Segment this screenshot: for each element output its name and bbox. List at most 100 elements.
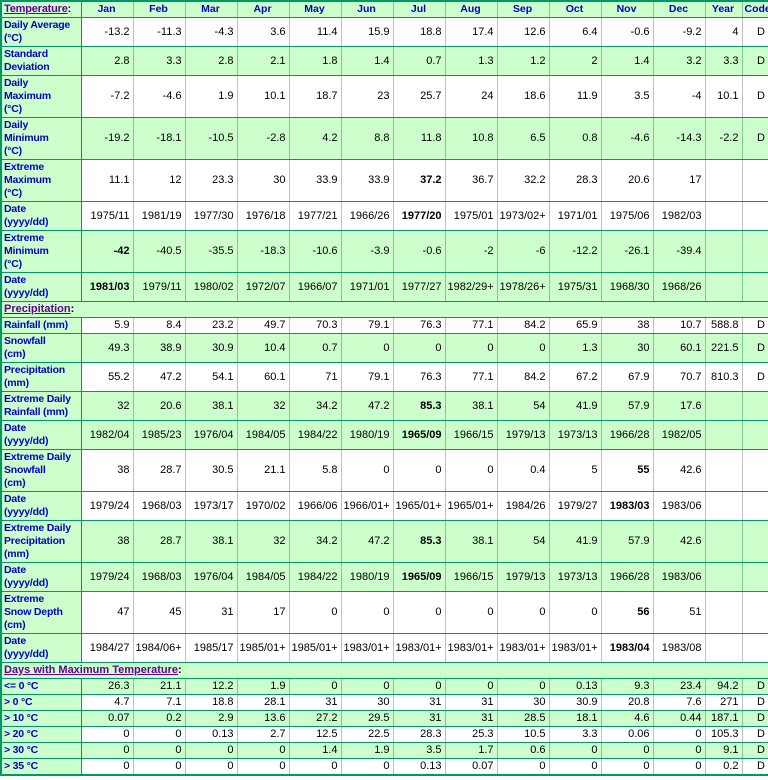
data-cell: 0 (444, 333, 497, 363)
data-cell: 5.8 (288, 449, 341, 492)
days-with-maximum-temperature-section-link[interactable]: Days with Maximum Temperature (4, 664, 179, 676)
data-cell: 0 (496, 591, 549, 634)
data-cell: 1966/06 (288, 491, 341, 521)
code-cell (741, 272, 768, 302)
data-cell: 1985/23 (132, 420, 185, 450)
data-cell: 1965/01+ (444, 491, 497, 521)
data-cell: 0.4 (496, 449, 549, 492)
data-cell: 28.7 (132, 520, 185, 563)
data-cell: 47 (81, 591, 133, 634)
data-cell: 20.8 (600, 694, 653, 711)
data-cell: 1972/07 (236, 272, 289, 302)
data-cell: 1983/01+ (444, 633, 497, 663)
section-colon: : (178, 664, 182, 676)
temperature-section-link[interactable]: Temperature (4, 3, 68, 15)
year-cell (704, 272, 742, 302)
data-cell: 30.9 (548, 694, 601, 711)
data-cell: -3.9 (340, 230, 393, 273)
code-cell: D (741, 17, 768, 47)
data-cell: 1971/01 (340, 272, 393, 302)
data-cell: 4.7 (81, 694, 133, 711)
year-cell: 3.3 (704, 46, 742, 76)
row-label: Snowfall (cm) (1, 333, 82, 363)
data-cell: 7.6 (652, 694, 705, 711)
data-cell: 17 (652, 159, 705, 202)
row-label: Daily Average (°C) (1, 17, 82, 47)
data-cell: 0 (288, 758, 341, 776)
year-cell: 4 (704, 17, 742, 47)
data-cell: 0 (496, 333, 549, 363)
data-cell: 0 (340, 449, 393, 492)
data-cell: 7.1 (132, 694, 185, 711)
data-cell: 76.3 (392, 362, 445, 392)
data-cell: -2.8 (236, 117, 289, 160)
data-cell: 1965/09 (392, 420, 445, 450)
data-cell: 10.4 (236, 333, 289, 363)
data-cell: 38.1 (444, 520, 497, 563)
section-temperature-cell: Temperature: (1, 1, 82, 18)
year-cell (704, 159, 742, 202)
code-cell (741, 491, 768, 521)
row-label: > 0 °C (1, 694, 82, 711)
data-cell: 1984/06+ (132, 633, 185, 663)
data-cell: 0 (652, 742, 705, 759)
code-cell (741, 520, 768, 563)
table-row: Extreme Daily Snowfall (cm) 38 28.7 30.5 21.1 5… (1, 449, 768, 492)
data-cell: 0 (184, 742, 237, 759)
data-cell: 0 (288, 678, 341, 695)
data-cell: 27.2 (288, 710, 341, 727)
table-row: Precipitation (mm) 55.2 47.2 54.1 60.1 71 79.1 7… (1, 362, 768, 392)
row-label: <= 0 °C (1, 678, 82, 695)
data-cell: 1982/29+ (444, 272, 497, 302)
data-cell: 1973/02+ (496, 201, 549, 231)
data-cell: -0.6 (392, 230, 445, 273)
data-cell: 60.1 (652, 333, 705, 363)
code-cell: D (741, 333, 768, 363)
data-cell: 1983/01+ (340, 633, 393, 663)
data-cell: 36.7 (444, 159, 497, 202)
data-cell: -10.6 (288, 230, 341, 273)
data-cell: 57.9 (600, 391, 653, 421)
data-cell: 10.7 (652, 317, 705, 334)
data-cell: 15.9 (340, 17, 393, 47)
data-cell: 1966/28 (600, 562, 653, 592)
data-cell: 1.2 (496, 46, 549, 76)
precipitation-section-link[interactable]: Precipitation (4, 303, 71, 315)
data-cell: 47.2 (132, 362, 185, 392)
data-cell: -2 (444, 230, 497, 273)
year-cell: 0.2 (704, 758, 742, 776)
table-row: Daily Maximum (°C) -7.2 -4.6 1.9 10.1 18.7 23 25.… (1, 75, 768, 118)
data-cell: 1979/11 (132, 272, 185, 302)
data-cell: -39.4 (652, 230, 705, 273)
code-cell: D (741, 710, 768, 727)
code-cell (741, 633, 768, 663)
data-cell: 67.2 (548, 362, 601, 392)
code-cell (741, 591, 768, 634)
data-cell: 0 (392, 333, 445, 363)
code-cell (741, 420, 768, 450)
year-cell: 10.1 (704, 75, 742, 118)
year-cell: 810.3 (704, 362, 742, 392)
data-cell: 28.7 (132, 449, 185, 492)
data-cell: -12.2 (548, 230, 601, 273)
table-row: > 30 °C 0 0 0 0 1.4 1.9 3.5 1.7 0.6 0 0 0 9.1 D (1, 742, 768, 759)
data-cell: 0 (496, 758, 549, 776)
data-cell: 26.3 (81, 678, 133, 695)
data-cell: 1966/26 (340, 201, 393, 231)
data-cell: -18.1 (132, 117, 185, 160)
row-label: Date (yyyy/dd) (1, 272, 82, 302)
data-cell: 32.2 (496, 159, 549, 202)
data-cell: 0.6 (496, 742, 549, 759)
code-cell: D (741, 742, 768, 759)
year-cell (704, 520, 742, 563)
data-cell: 1979/13 (496, 562, 549, 592)
data-cell: 0 (392, 449, 445, 492)
data-cell: -4 (652, 75, 705, 118)
data-cell: 3.3 (132, 46, 185, 76)
data-cell: -18.3 (236, 230, 289, 273)
data-cell: 1985/17 (184, 633, 237, 663)
row-label: Extreme Snow Depth (cm) (1, 591, 82, 634)
data-cell: 1.4 (340, 46, 393, 76)
data-cell: -4.6 (600, 117, 653, 160)
